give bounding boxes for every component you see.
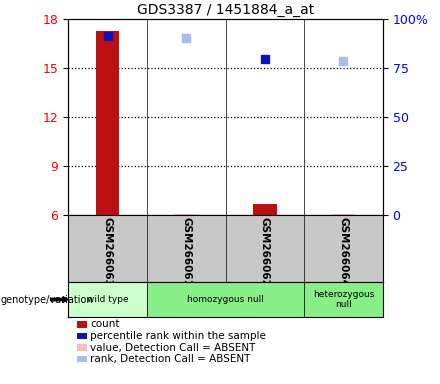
Bar [332,214,355,215]
Text: GSM266064: GSM266064 [338,217,348,287]
Text: count: count [90,319,120,329]
Point [183,35,190,41]
Bar [68,282,147,317]
Text: homozygous null: homozygous null [187,295,264,304]
Bar [253,204,277,215]
Text: genotype/variation: genotype/variation [1,295,94,305]
Text: percentile rank within the sample: percentile rank within the sample [90,331,266,341]
Title: GDS3387 / 1451884_a_at: GDS3387 / 1451884_a_at [137,3,314,17]
Bar [174,214,198,215]
Text: heterozygous
null: heterozygous null [313,290,374,309]
Text: GSM266063: GSM266063 [103,217,113,287]
Text: GSM266062: GSM266062 [260,217,270,287]
Bar [147,282,304,317]
Text: rank, Detection Call = ABSENT: rank, Detection Call = ABSENT [90,354,250,364]
Bar [96,31,119,215]
Point [261,56,268,62]
Text: GSM266061: GSM266061 [181,217,191,287]
Bar [304,282,383,317]
Point [340,58,347,64]
Text: value, Detection Call = ABSENT: value, Detection Call = ABSENT [90,343,256,353]
Text: wild type: wild type [87,295,128,304]
Point [104,33,111,39]
